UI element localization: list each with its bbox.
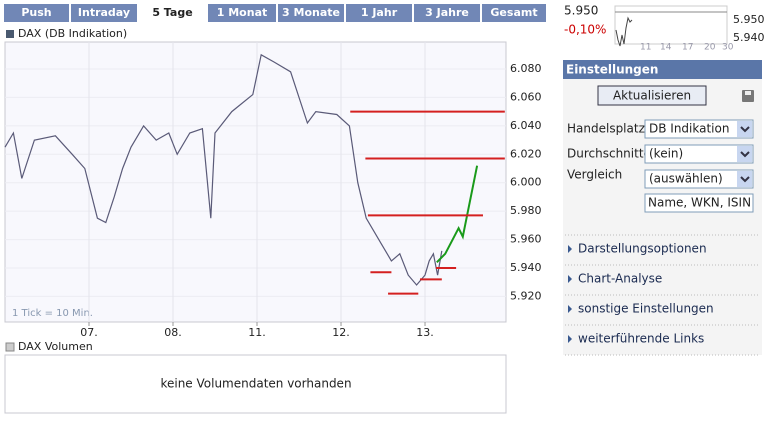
link-arrow bbox=[568, 335, 572, 343]
mini-sparkline bbox=[615, 16, 633, 47]
settings-link[interactable]: sonstige Einstellungen bbox=[578, 302, 714, 316]
select[interactable]: (kein) bbox=[644, 144, 754, 164]
link-arrow bbox=[568, 245, 572, 253]
field-label: Durchschnitte bbox=[567, 147, 651, 161]
volume-legend: DAX Volumen bbox=[18, 340, 93, 353]
settings-link[interactable]: Chart-Analyse bbox=[578, 272, 662, 286]
tab[interactable]: 3 Jahre bbox=[414, 4, 480, 22]
legend-swatch bbox=[5, 342, 15, 352]
settings-link[interactable]: weiterführende Links bbox=[578, 332, 704, 346]
select-value[interactable]: (auswählen) bbox=[649, 172, 723, 186]
tab-label[interactable]: 3 Monate bbox=[282, 6, 340, 19]
tab[interactable]: Push bbox=[4, 4, 69, 22]
tab[interactable]: Gesamt bbox=[482, 4, 546, 22]
x-tick-label: 13. bbox=[416, 326, 434, 339]
series-line bbox=[4, 53, 443, 286]
select-arrow-icon[interactable] bbox=[740, 126, 750, 133]
y-tick-label: 5.920 bbox=[510, 289, 542, 302]
mini-change: -0,10% bbox=[564, 23, 606, 37]
field-label: Vergleich bbox=[567, 168, 622, 182]
legend-swatch bbox=[6, 30, 14, 38]
tab-label[interactable]: 1 Monat bbox=[217, 6, 268, 19]
update-button[interactable]: Aktualisieren bbox=[597, 85, 707, 106]
tab-label[interactable]: 1 Jahr bbox=[361, 6, 398, 19]
x-tick-label: 08. bbox=[164, 326, 182, 339]
button-label[interactable]: Aktualisieren bbox=[613, 89, 691, 103]
select-box[interactable] bbox=[644, 144, 754, 164]
tab[interactable]: 1 Monat bbox=[208, 4, 276, 22]
x-tick-label: 07. bbox=[80, 326, 98, 339]
button[interactable] bbox=[597, 85, 707, 106]
select-arrow[interactable] bbox=[737, 121, 752, 137]
tab-bg[interactable] bbox=[139, 4, 206, 22]
volume-message: keine Volumendaten vorhanden bbox=[160, 377, 351, 391]
tab[interactable]: Intraday bbox=[71, 4, 137, 22]
y-tick-label: 6.000 bbox=[510, 176, 542, 189]
tab-bg[interactable] bbox=[71, 4, 137, 22]
select-box[interactable] bbox=[644, 119, 754, 139]
mini-y-label: 5.940 bbox=[733, 31, 765, 44]
tab-label[interactable]: Push bbox=[21, 6, 51, 19]
tab-label[interactable]: 3 Jahre bbox=[425, 6, 469, 19]
legend-label: DAX (DB Indikation) bbox=[18, 27, 127, 40]
search-input[interactable] bbox=[644, 193, 754, 213]
y-tick-label: 5.960 bbox=[510, 233, 542, 246]
link-arrow bbox=[568, 275, 572, 283]
mini-x-label: 11 bbox=[640, 43, 651, 53]
settings-title: Einstellungen bbox=[566, 63, 658, 77]
link-arrow bbox=[568, 305, 572, 313]
tab-label[interactable]: Intraday bbox=[78, 6, 130, 19]
mini-x-label: 14 bbox=[660, 43, 672, 53]
select-arrow[interactable] bbox=[737, 146, 752, 162]
mini-price: 5.950 bbox=[564, 4, 598, 18]
tab-bg[interactable] bbox=[208, 4, 276, 22]
y-tick-label: 5.980 bbox=[510, 204, 542, 217]
settings-header bbox=[563, 60, 762, 79]
tab[interactable]: 5 Tage bbox=[139, 4, 206, 22]
select[interactable]: (auswählen) bbox=[644, 169, 754, 189]
tab-bg[interactable] bbox=[346, 4, 412, 22]
x-tick-label: 12. bbox=[332, 326, 350, 339]
series-line bbox=[436, 165, 479, 264]
tab[interactable]: 1 Jahr bbox=[346, 4, 412, 22]
search-placeholder[interactable]: Name, WKN, ISIN bbox=[648, 196, 751, 210]
mini-x-label: 30 bbox=[722, 43, 734, 53]
y-tick-label: 6.040 bbox=[510, 119, 542, 132]
tab-label[interactable]: 5 Tage bbox=[152, 6, 192, 19]
save-icon-part bbox=[745, 91, 751, 95]
mini-y-label: 5.950 bbox=[733, 13, 765, 26]
select-arrow-icon[interactable] bbox=[740, 151, 750, 158]
select-value[interactable]: (kein) bbox=[649, 147, 683, 161]
select-arrow[interactable] bbox=[737, 171, 752, 187]
select[interactable]: DB Indikation bbox=[644, 119, 754, 139]
tab-label[interactable]: Gesamt bbox=[490, 6, 537, 19]
mini-x-label: 20 bbox=[704, 43, 716, 53]
tab-bg[interactable] bbox=[278, 4, 344, 22]
tab[interactable]: 3 Monate bbox=[278, 4, 344, 22]
select-arrow-icon[interactable] bbox=[740, 176, 750, 183]
field-label: Handelsplatz bbox=[567, 122, 645, 136]
y-tick-label: 6.060 bbox=[510, 90, 542, 103]
select-value[interactable]: DB Indikation bbox=[649, 122, 729, 136]
y-tick-label: 5.940 bbox=[510, 261, 542, 274]
tab-bg[interactable] bbox=[4, 4, 69, 22]
volume-panel bbox=[4, 354, 507, 414]
y-tick-label: 6.020 bbox=[510, 147, 542, 160]
settings-link[interactable]: Darstellungsoptionen bbox=[578, 242, 707, 256]
tick-note: 1 Tick = 10 Min. bbox=[12, 308, 93, 319]
tab-bg[interactable] bbox=[414, 4, 480, 22]
x-tick-label: 11. bbox=[248, 326, 266, 339]
select-box[interactable] bbox=[644, 169, 754, 189]
y-tick-label: 6.080 bbox=[510, 62, 542, 75]
mini-x-label: 17 bbox=[682, 43, 693, 53]
tab-bg[interactable] bbox=[482, 4, 546, 22]
